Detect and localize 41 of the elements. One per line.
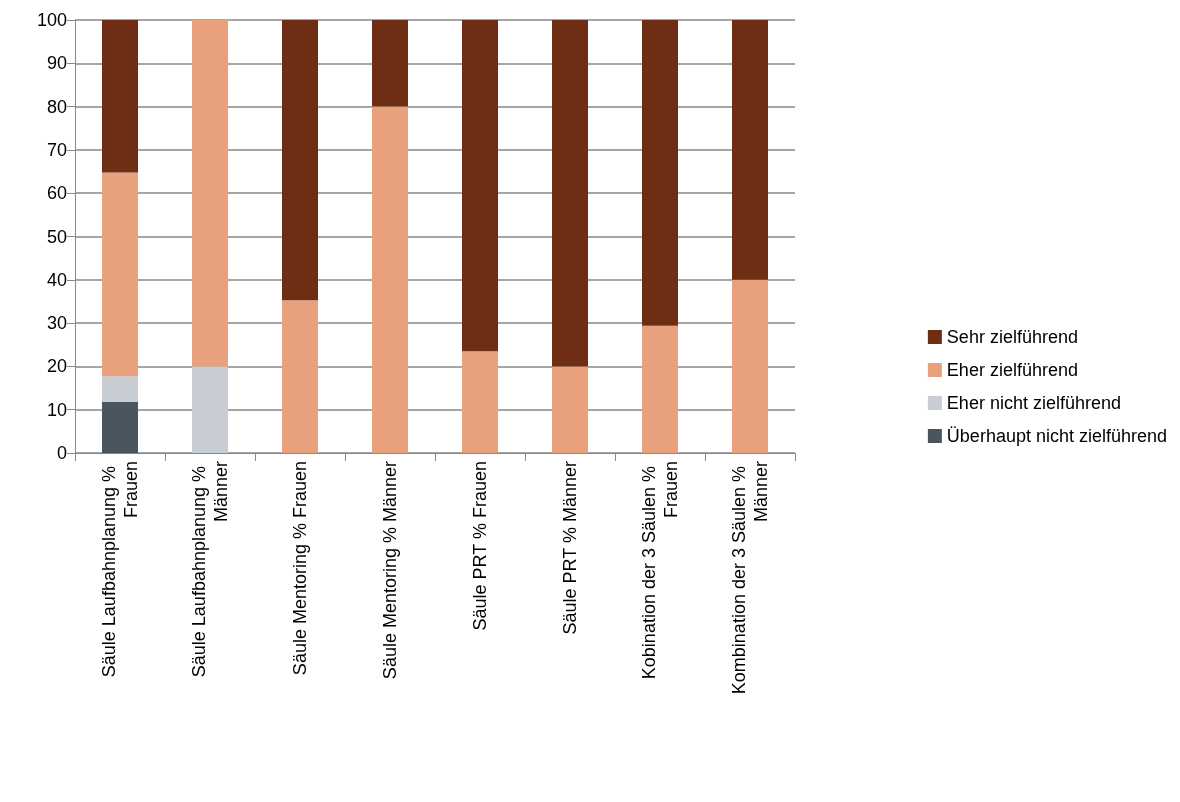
x-tick-label: Säule Laufbahnplanung % Männer: [189, 460, 231, 678]
bar: [552, 366, 588, 453]
x-tick-label: Kobination der 3 Säulen % Frauen: [639, 461, 681, 680]
bar: [102, 401, 138, 453]
legend-label: Überhaupt nicht zielführend: [946, 426, 1167, 446]
bar: [642, 20, 678, 326]
legend-label: Eher zielführend: [946, 360, 1078, 380]
y-tick-label: 70: [46, 139, 67, 160]
bar: [102, 376, 138, 402]
y-tick-label: 10: [46, 399, 67, 420]
bar: [732, 279, 768, 453]
bar: [372, 106, 408, 453]
bar: [102, 172, 138, 377]
bar: [732, 20, 768, 280]
bar: [642, 325, 678, 453]
bar: [192, 20, 228, 367]
x-tick-label: Säule Mentoring % Männer: [380, 461, 400, 680]
y-tick-label: 50: [46, 226, 67, 247]
y-tick-label: 60: [46, 183, 67, 204]
legend-label: Eher nicht zielführend: [946, 393, 1121, 413]
x-tick-label: Kombination der 3 Säulen % Männer: [729, 460, 771, 695]
x-tick-label: Säule Laufbahnplanung % Frauen: [99, 461, 141, 678]
bar: [282, 20, 318, 301]
y-tick-label: 20: [46, 356, 67, 377]
bar: [462, 20, 498, 352]
bar: [462, 351, 498, 453]
bar: [282, 300, 318, 453]
x-tick-label: Säule Mentoring % Frauen: [290, 461, 310, 676]
legend-label: Sehr zielführend: [946, 327, 1078, 347]
y-tick-label: 90: [46, 53, 67, 74]
bar: [192, 366, 228, 453]
y-tick-label: 80: [46, 96, 67, 117]
y-tick-label: 30: [46, 313, 67, 334]
x-tick-label: Säule PRT % Männer: [560, 461, 580, 635]
bar: [102, 20, 138, 173]
y-tick-label: 0: [56, 443, 67, 463]
x-tick-label: Säule PRT % Frauen: [470, 461, 490, 631]
bar: [372, 20, 408, 107]
bar: [552, 20, 588, 367]
y-tick-label: 40: [46, 269, 67, 290]
y-tick-label: 100: [36, 10, 67, 30]
